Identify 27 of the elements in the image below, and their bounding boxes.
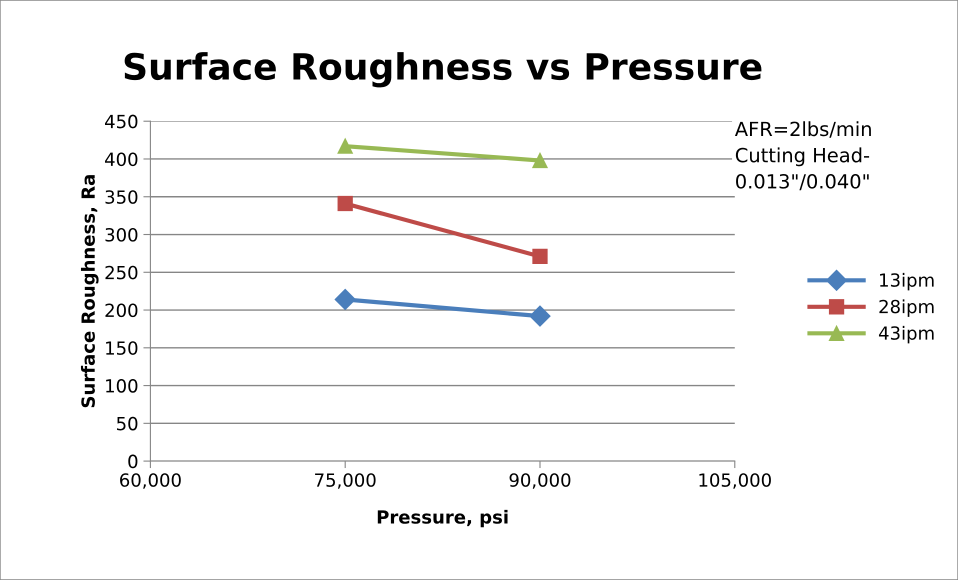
y-tick-label: 350 [106, 190, 138, 204]
point [532, 248, 548, 264]
y-tick-label: 150 [106, 341, 138, 355]
point [529, 306, 551, 327]
x-tick-label: 60,000 [120, 473, 181, 489]
y-axis-title: Surface Roughness, Ra [80, 175, 99, 408]
chart-title: Surface Roughness vs Pressure [124, 52, 762, 88]
y-tick-label: 200 [105, 304, 138, 318]
text: AFR=2lbs/min Cutting Head- 0.013"/0.040" [734, 121, 871, 190]
legend-label: 13ipm [880, 272, 934, 290]
point [338, 138, 353, 154]
point [338, 196, 353, 212]
y-tick-label: 100 [106, 379, 138, 393]
y-tick-label: 250 [105, 266, 138, 280]
y-tick-label: 0 [128, 454, 138, 468]
point [532, 152, 548, 168]
y-tick-label: 400 [105, 152, 138, 166]
x-tick-label: 90,000 [510, 473, 570, 489]
legend-label: 28ipm [879, 299, 934, 317]
y-tick-label: 450 [105, 114, 138, 128]
x-tick-label: 75,000 [315, 473, 376, 489]
y-tick-label: 300 [106, 228, 138, 242]
x-tick-label: 105,000 [699, 473, 771, 489]
legend-label: 43ipm [878, 326, 934, 344]
point [334, 288, 356, 310]
y-tick-label: 50 [117, 416, 138, 430]
x-axis-title: Pressure, psi [378, 510, 508, 528]
